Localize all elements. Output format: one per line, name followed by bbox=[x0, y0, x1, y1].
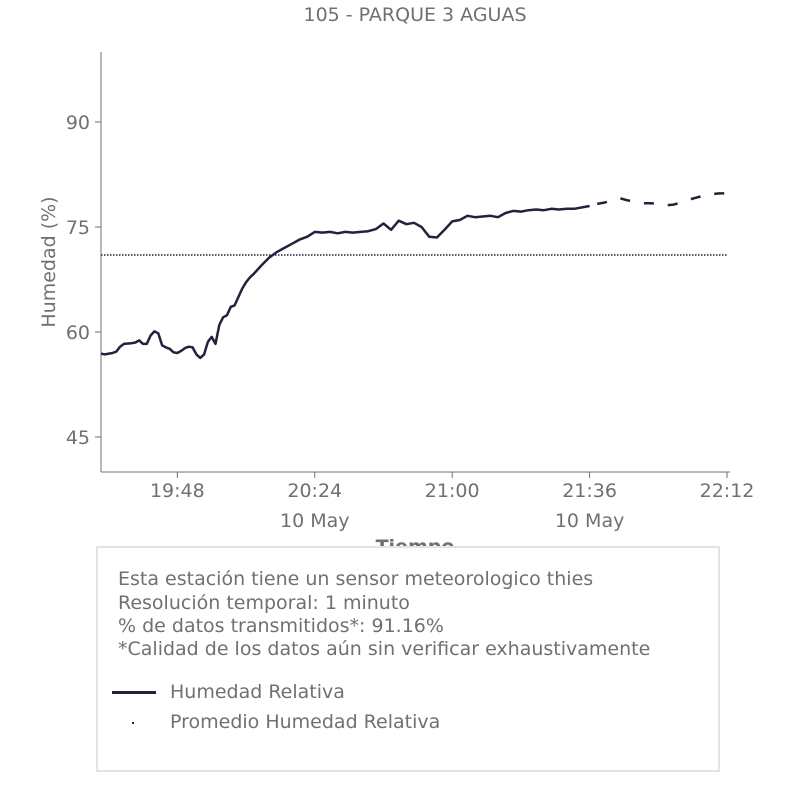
info-resolution-text: Resolución temporal: 1 minuto bbox=[118, 592, 410, 614]
x-tick-date-label: 10 May bbox=[555, 510, 625, 532]
y-tick-label: 45 bbox=[66, 427, 90, 449]
y-axis-label: Humedad (%) bbox=[38, 196, 60, 327]
legend-dot-swatch bbox=[132, 722, 134, 724]
series-line-2 bbox=[596, 192, 727, 207]
x-tick-label: 21:00 bbox=[425, 480, 480, 502]
x-tick-label: 19:48 bbox=[150, 480, 205, 502]
x-tick-label: 20:24 bbox=[287, 480, 342, 502]
info-quality-text: *Calidad de los datos aún sin verificar … bbox=[118, 638, 651, 660]
x-tick-label: 22:12 bbox=[700, 480, 755, 502]
chart: 105 - PARQUE 3 AGUAS 45 60 75 90 19:48 20:24… bbox=[38, 4, 754, 558]
legend-line-swatch bbox=[112, 691, 156, 694]
info-legend-box: Esta estación tiene un sensor meteorolog… bbox=[96, 546, 720, 772]
legend-label-promedio: Promedio Humedad Relativa bbox=[170, 711, 441, 733]
y-tick-label: 90 bbox=[66, 112, 90, 134]
info-sensor-text: Esta estación tiene un sensor meteorolog… bbox=[118, 568, 594, 590]
x-tick-date-label: 10 May bbox=[280, 510, 350, 532]
series-layer bbox=[100, 192, 727, 360]
info-transmitted-text: % de datos transmitidos*: 91.16% bbox=[118, 615, 444, 637]
x-tick-label: 21:36 bbox=[562, 480, 617, 502]
y-ticks: 45 60 75 90 bbox=[66, 112, 101, 449]
series-line-1 bbox=[100, 204, 590, 360]
y-tick-label: 60 bbox=[66, 322, 90, 344]
chart-title: 105 - PARQUE 3 AGUAS bbox=[303, 4, 526, 26]
y-tick-label: 75 bbox=[66, 217, 90, 239]
legend-label-humedad: Humedad Relativa bbox=[170, 681, 345, 703]
x-ticks: 19:48 20:24 10 May 21:00 21:36 10 May 22:12 bbox=[150, 472, 754, 532]
